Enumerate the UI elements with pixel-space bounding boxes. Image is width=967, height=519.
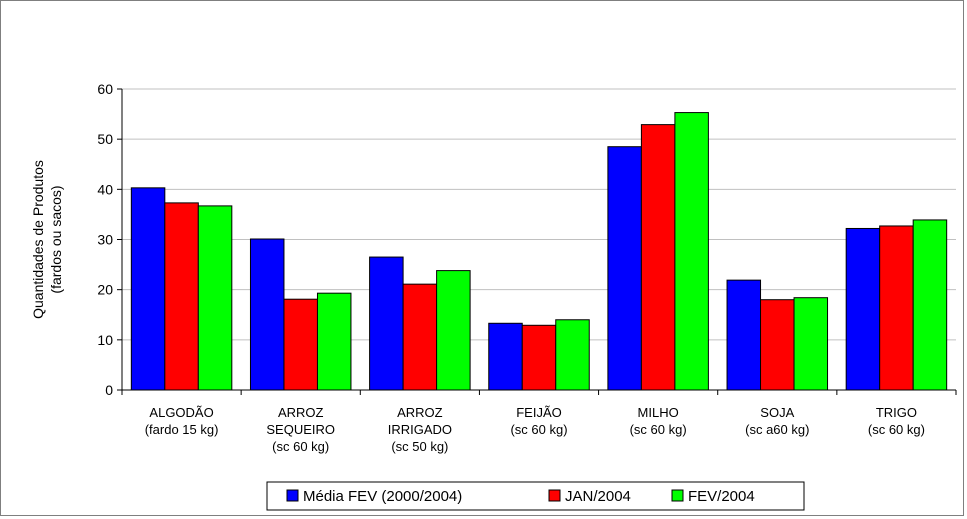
x-category-label: (sc 60 kg) (868, 422, 925, 437)
bar (164, 202, 199, 391)
x-category-label: (sc 50 kg) (391, 439, 448, 454)
bar (249, 238, 285, 391)
bar (793, 297, 829, 391)
legend-swatch (548, 489, 561, 502)
x-category-label: (sc 60 kg) (630, 422, 687, 437)
x-category-label: ALGODÃO (149, 405, 213, 420)
bar (607, 146, 642, 391)
legend-label: FEV/2004 (688, 488, 755, 505)
bar (197, 205, 233, 391)
axes (117, 88, 957, 395)
bar (369, 256, 404, 391)
bar (674, 112, 709, 391)
x-category-label: (sc 60 kg) (272, 439, 329, 454)
x-category-label: (sc a60 kg) (745, 422, 809, 437)
bar (488, 322, 523, 391)
x-category-label: TRIGO (876, 405, 917, 420)
bar (316, 292, 352, 391)
bar (726, 279, 762, 391)
legend-label: Média FEV (2000/2004) (303, 488, 462, 505)
legend-swatch (286, 489, 299, 502)
x-category-label: MILHO (638, 405, 679, 420)
bar (436, 270, 471, 391)
legend: Média FEV (2000/2004) JAN/2004 FEV/2004 (266, 481, 805, 511)
legend-swatch (671, 489, 684, 502)
y-tick-label: 20 (97, 282, 113, 298)
x-category-label: ARROZ (397, 405, 443, 420)
x-category-label: IRRIGADO (388, 422, 452, 437)
x-category-label: (fardo 15 kg) (145, 422, 219, 437)
bar (283, 298, 318, 391)
bar (640, 124, 676, 391)
x-category-label: (sc 60 kg) (510, 422, 567, 437)
y-tick-label: 30 (97, 232, 113, 248)
bar (130, 187, 166, 391)
bar (760, 299, 795, 391)
y-tick-label: 10 (97, 332, 113, 348)
legend-label: JAN/2004 (565, 488, 631, 505)
legend-box (266, 481, 805, 511)
bars (130, 112, 948, 391)
x-category-label: ARROZ (278, 405, 324, 420)
y-tick-label: 50 (97, 131, 113, 147)
x-category-label: SEQUEIRO (266, 422, 335, 437)
y-tick-label: 0 (105, 382, 113, 398)
y-axis-title-line: Quantidades de Produtos (30, 160, 46, 319)
bar (521, 324, 557, 391)
y-tick-label: 60 (97, 81, 113, 97)
bar (402, 283, 438, 391)
y-tick-label: 40 (97, 181, 113, 197)
x-category-labels: ALGODÃO (fardo 15 kg) ARROZ SEQUEIRO (sc 60 … (145, 405, 925, 454)
gridlines (122, 88, 956, 341)
y-axis-title: Quantidades de Produtos (fardos ou sacos) (30, 160, 64, 319)
y-axis-title-line: (fardos ou sacos) (48, 185, 64, 293)
x-category-label: FEIJÃO (516, 405, 562, 420)
bar (912, 219, 948, 391)
x-category-label: SOJA (760, 405, 794, 420)
bar (555, 319, 590, 391)
bar (879, 225, 914, 391)
y-tick-labels: 0 10 20 30 40 50 60 (97, 81, 113, 398)
bar (845, 227, 881, 391)
